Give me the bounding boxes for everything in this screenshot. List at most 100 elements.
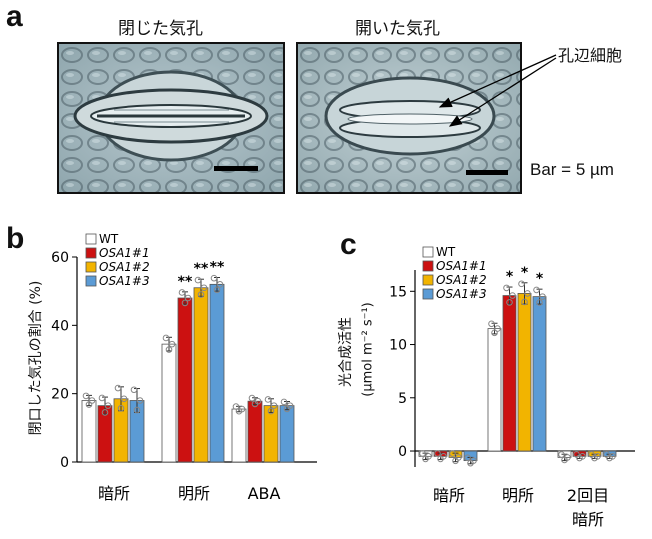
panel-c-letter: c bbox=[340, 228, 357, 261]
replicate-point bbox=[114, 384, 122, 392]
replicate-point bbox=[194, 276, 202, 284]
bar bbox=[209, 283, 225, 463]
closed-stomata-micrograph bbox=[57, 42, 285, 194]
replicate-point bbox=[213, 286, 221, 294]
bar bbox=[487, 328, 502, 452]
bar bbox=[517, 293, 532, 452]
legend-label: OSA1#1 bbox=[436, 259, 487, 273]
replicate-point bbox=[210, 274, 218, 282]
bar bbox=[193, 287, 209, 463]
replicate-point bbox=[232, 403, 240, 410]
y-tick-label: 40 bbox=[51, 318, 69, 334]
y-tick-label: 15 bbox=[389, 284, 407, 300]
bar bbox=[532, 296, 547, 452]
significance-mark: * bbox=[536, 271, 544, 287]
replicate-point bbox=[524, 290, 531, 297]
legend-swatch bbox=[422, 246, 434, 258]
y-tick-label: 0 bbox=[60, 455, 69, 471]
replicate-point bbox=[283, 405, 291, 413]
replicate-point bbox=[101, 409, 109, 416]
panel-a-letter: a bbox=[6, 0, 23, 33]
replicate-point bbox=[181, 299, 189, 307]
arrow-upper-guard-cell bbox=[438, 54, 557, 108]
legend-swatch bbox=[85, 261, 97, 273]
open-stomata-title: 開いた気孔 bbox=[355, 19, 440, 39]
replicate-point bbox=[82, 392, 90, 400]
replicate-point bbox=[434, 450, 441, 457]
replicate-point bbox=[558, 451, 565, 458]
replicate-point bbox=[251, 400, 259, 408]
significance-mark: * bbox=[521, 265, 529, 281]
replicate-point bbox=[248, 394, 256, 402]
replicate-point bbox=[419, 450, 426, 457]
replicate-point bbox=[280, 398, 288, 406]
bar bbox=[247, 400, 263, 463]
replicate-point bbox=[235, 407, 243, 415]
replicate-point bbox=[452, 457, 459, 465]
legend-label: OSA1#3 bbox=[436, 287, 487, 301]
replicate-point bbox=[437, 455, 444, 463]
scale-bar-label: Bar = 5 µm bbox=[530, 160, 614, 179]
legend-swatch bbox=[422, 274, 434, 286]
replicate-point bbox=[85, 401, 93, 408]
replicate-point bbox=[576, 454, 583, 462]
replicate-point bbox=[136, 397, 144, 404]
replicate-point bbox=[467, 459, 474, 467]
replicate-point bbox=[464, 454, 471, 462]
replicate-point bbox=[120, 395, 128, 403]
x-category-label: 暗所 bbox=[572, 510, 604, 529]
bar bbox=[177, 297, 193, 463]
replicate-point bbox=[200, 284, 208, 292]
replicate-point bbox=[518, 280, 525, 288]
y-tick-label: 0 bbox=[398, 444, 407, 460]
bar bbox=[279, 405, 295, 463]
legend-swatch bbox=[85, 233, 97, 245]
legend-swatch bbox=[85, 275, 97, 287]
replicate-point bbox=[130, 386, 138, 394]
replicate-point bbox=[591, 454, 598, 462]
open-stomata-micrograph bbox=[296, 42, 522, 194]
replicate-point bbox=[184, 294, 192, 302]
bar bbox=[502, 295, 517, 452]
guard-cell-label: 孔辺細胞 bbox=[558, 46, 623, 65]
replicate-point bbox=[606, 454, 613, 462]
closed-stomata-title: 閉じた気孔 bbox=[118, 19, 203, 39]
replicate-point bbox=[197, 291, 205, 298]
legend-label: WT bbox=[436, 245, 456, 259]
x-category-label: 暗所 bbox=[98, 484, 130, 503]
replicate-point bbox=[104, 402, 112, 409]
x-category-label: ABA bbox=[248, 484, 281, 503]
arrow-lower-guard-cell bbox=[448, 57, 557, 127]
significance-mark: ** bbox=[194, 261, 209, 277]
x-category-label: 暗所 bbox=[433, 486, 465, 505]
replicate-point bbox=[178, 289, 186, 296]
legend-label: OSA1#3 bbox=[99, 274, 150, 288]
replicate-point bbox=[539, 293, 546, 300]
replicate-point bbox=[561, 456, 568, 464]
y-tick-label: 20 bbox=[51, 387, 69, 403]
replicate-point bbox=[509, 292, 516, 299]
legend-label: OSA1#2 bbox=[436, 273, 487, 287]
bar bbox=[81, 400, 97, 463]
bar bbox=[161, 343, 177, 463]
legend-label: OSA1#1 bbox=[99, 246, 150, 260]
replicate-point bbox=[506, 299, 513, 306]
y-tick-label: 60 bbox=[51, 250, 69, 266]
legend-swatch bbox=[422, 288, 434, 300]
replicate-point bbox=[264, 396, 272, 403]
x-category-label: 明所 bbox=[178, 484, 210, 503]
replicate-point bbox=[449, 450, 456, 457]
replicate-point bbox=[98, 394, 106, 402]
replicate-point bbox=[422, 455, 429, 463]
replicate-point bbox=[503, 284, 510, 292]
significance-mark: * bbox=[506, 269, 514, 285]
legend-label: WT bbox=[99, 232, 119, 246]
replicate-point bbox=[536, 299, 543, 306]
panel-b-letter: b bbox=[6, 222, 25, 255]
replicate-point bbox=[267, 407, 275, 415]
replicate-point bbox=[488, 320, 495, 328]
y-tick-label: 10 bbox=[389, 338, 407, 354]
